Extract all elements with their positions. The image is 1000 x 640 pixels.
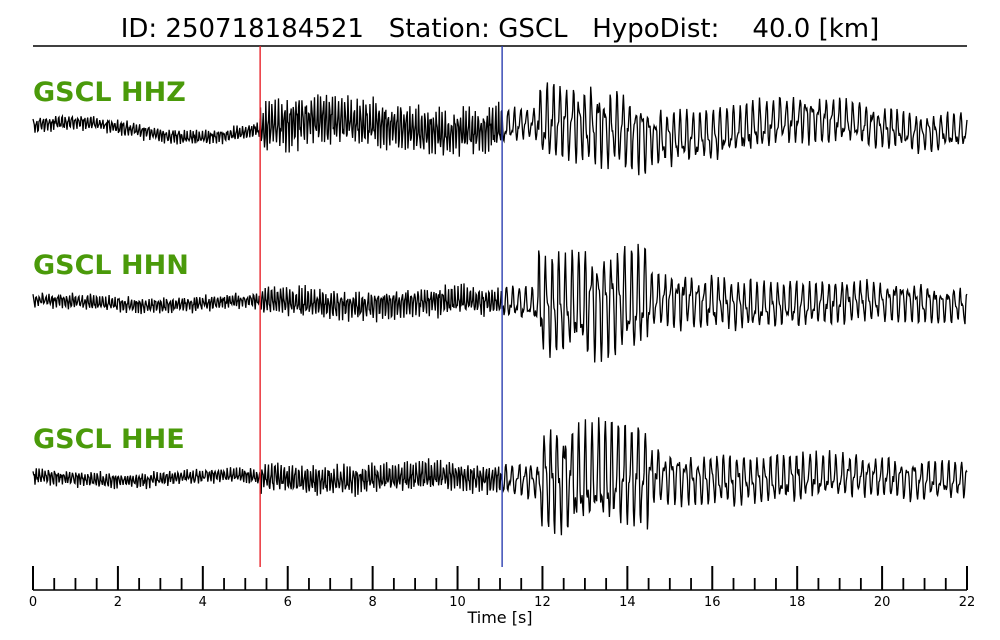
x-tick-label: 16 [704, 595, 721, 610]
channel-label-gscl-hhn: GSCL HHN [33, 250, 189, 281]
x-tick-label: 6 [284, 595, 292, 610]
x-tick-label: 2 [114, 595, 122, 610]
x-tick-label: 22 [959, 595, 976, 610]
x-tick-label: 20 [874, 595, 891, 610]
x-tick-label: 0 [29, 595, 37, 610]
x-tick-label: 14 [619, 595, 636, 610]
x-tick-label: 4 [199, 595, 207, 610]
trace-gscl-hhn [32, 243, 968, 363]
trace-gscl-hhz [32, 82, 968, 176]
x-tick-label: 10 [449, 595, 466, 610]
waveform-traces [32, 82, 968, 536]
trace-gscl-hhe [32, 417, 968, 536]
channel-label-gscl-hhz: GSCL HHZ [33, 77, 186, 108]
phase-picks [259, 46, 503, 567]
x-tick-label: 12 [534, 595, 551, 610]
x-axis-label: Time [s] [466, 608, 532, 627]
time-axis: 0 2 4 6 8 10 12 14 16 18 20 22 Time [s] [29, 566, 975, 627]
channel-label-gscl-hhe: GSCL HHE [33, 424, 185, 455]
chart-title: ID: 250718184521 Station: GSCL HypoDist:… [121, 14, 880, 44]
channel-labels: GSCL HHZ GSCL HHN GSCL HHE [33, 77, 189, 455]
x-tick-label: 8 [368, 595, 376, 610]
x-tick-label: 18 [789, 595, 806, 610]
